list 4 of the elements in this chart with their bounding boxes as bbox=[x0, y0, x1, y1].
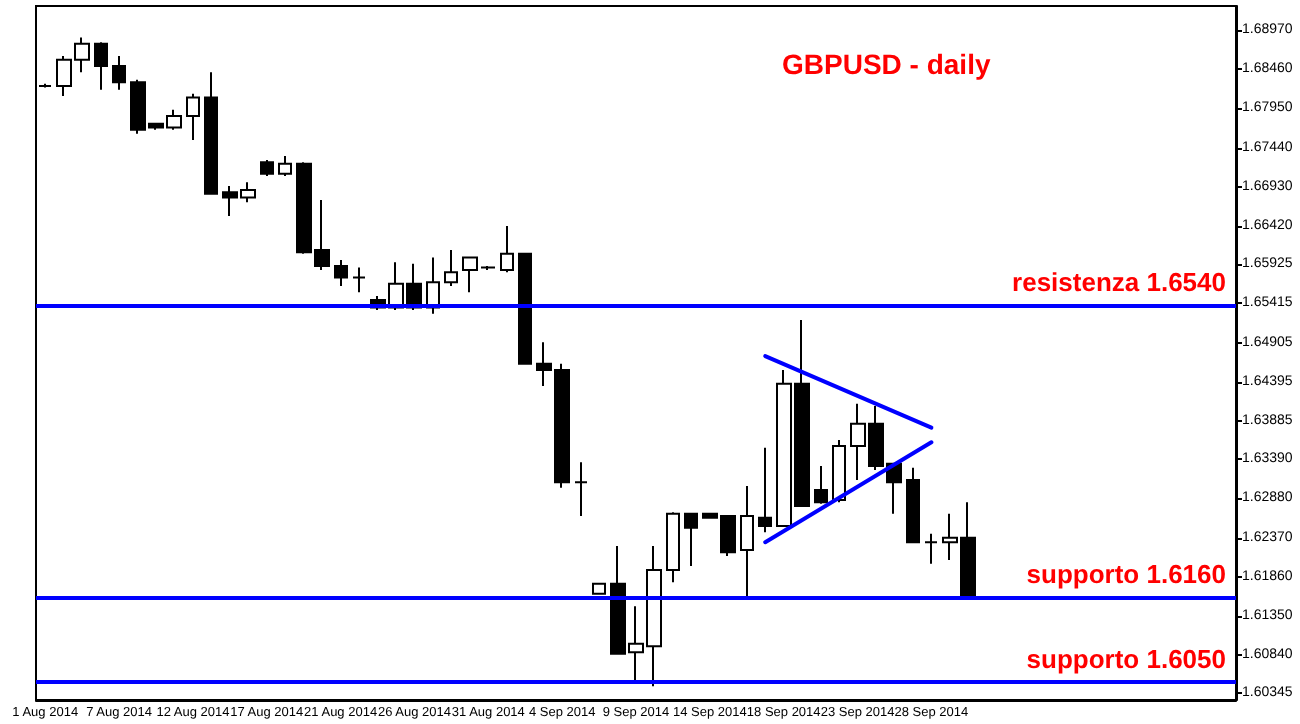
ref-line-label: supporto 1.6050 bbox=[1026, 643, 1226, 674]
text: GBPUSD - daily bbox=[782, 48, 991, 80]
ref-line-label: resistenza 1.6540 bbox=[1012, 266, 1226, 297]
ref-line-label: supporto 1.6160 bbox=[1026, 558, 1226, 589]
